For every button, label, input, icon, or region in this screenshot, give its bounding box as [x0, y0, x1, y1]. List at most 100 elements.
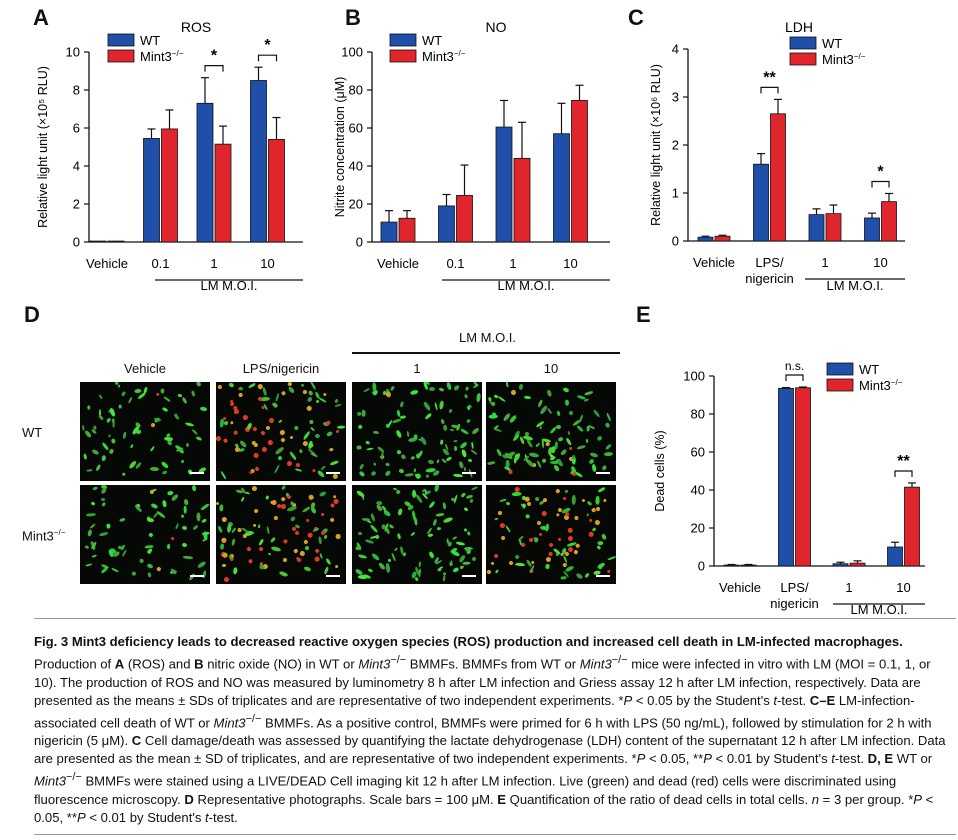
significance-label: n.s.: [785, 359, 804, 373]
y-tick-label: 0: [356, 235, 363, 250]
group-label: LM M.O.I.: [850, 602, 907, 617]
bar-wt: [553, 133, 570, 243]
micro-group-line: [352, 352, 620, 354]
group-label: LM M.O.I.: [200, 278, 257, 293]
significance-bracket: [894, 470, 913, 477]
bar-mint3: [904, 486, 920, 567]
y-tick-label: 80: [691, 407, 705, 422]
micrograph-tile: [352, 485, 482, 584]
micrograph-tile: [352, 382, 482, 481]
y-tick-label: 8: [73, 83, 80, 98]
bar-wt: [495, 126, 513, 243]
panel-letter-b: B: [345, 5, 361, 30]
chart-e: 0 20 40 60 80 100 Dead cells (%) Vehicle LPS/nig…: [653, 359, 925, 617]
micrograph-tile: [486, 485, 616, 584]
category-label: Vehicle: [693, 255, 735, 270]
micrograph-tile: [216, 382, 346, 481]
figure-caption: Fig. 3 Mint3 deficiency leads to decreas…: [34, 634, 946, 825]
caption-rule-top: [34, 618, 956, 619]
category-label: nigericin: [745, 271, 793, 286]
y-tick-label: 0: [73, 235, 80, 250]
group-label: LM M.O.I.: [826, 278, 883, 293]
y-tick-label: 100: [341, 45, 363, 60]
micrograph-tile: [80, 485, 210, 584]
category-label: Vehicle: [377, 256, 419, 271]
bar-mint3: [161, 128, 178, 243]
bar-wt: [778, 387, 794, 567]
y-tick-label: 100: [683, 369, 705, 384]
y-tick-label: 20: [349, 197, 363, 212]
category-label: Vehicle: [86, 256, 128, 271]
y-axis-label: Nitrite concentration (μM): [333, 77, 347, 218]
micrograph-tile: [216, 485, 346, 584]
y-tick-label: 40: [349, 159, 363, 174]
y-tick-label: 0: [698, 559, 705, 574]
y-tick-label: 20: [691, 521, 705, 536]
bar-wt: [89, 240, 107, 243]
y-tick-label: 6: [73, 121, 80, 136]
panel-letter-c: C: [628, 5, 644, 30]
bar-mint3: [825, 213, 842, 242]
scale-bar: [326, 575, 340, 577]
chart-b: NO 0 20 40 60 80 100 Nitrite concentration (μM)…: [333, 19, 610, 293]
scale-bar: [462, 575, 476, 577]
category-label: 0.1: [151, 256, 169, 271]
bar-mint3: [795, 387, 811, 567]
scale-bar: [190, 472, 204, 474]
y-tick-label: 10: [66, 45, 80, 60]
significance-bracket: [785, 374, 804, 382]
bar-wt: [723, 564, 740, 567]
bar-wt: [753, 163, 769, 242]
y-tick-label: 4: [73, 159, 80, 174]
significance-bracket: [204, 65, 224, 72]
group-label: LM M.O.I.: [497, 278, 554, 293]
bar-wt: [864, 217, 880, 242]
y-tick-label: 0: [672, 234, 679, 249]
significance-bracket: [257, 54, 278, 62]
category-label: 0.1: [446, 256, 464, 271]
micro-row-label: WT: [22, 425, 43, 440]
bar-wt: [380, 221, 398, 243]
category-label: 10: [873, 255, 887, 270]
legend-label-wt: WT: [422, 33, 442, 48]
bar-wt: [808, 214, 825, 242]
panel-letter-d: D: [24, 302, 40, 327]
scale-bar: [596, 575, 610, 577]
bar-mint3: [714, 235, 731, 242]
category-label: 1: [509, 256, 516, 271]
chart-title: LDH: [785, 19, 813, 35]
legend-swatch-mint3: [389, 49, 417, 63]
significance-label: *: [211, 48, 218, 65]
bar-wt: [250, 80, 267, 243]
category-label: LPS/: [755, 255, 784, 270]
significance-bracket: [871, 180, 890, 188]
legend-label-wt: WT: [859, 362, 879, 377]
panel-letter-e: E: [636, 302, 651, 327]
category-label: 10: [260, 256, 274, 271]
bar-mint3: [268, 138, 285, 243]
scale-bar: [596, 472, 610, 474]
category-label: 1: [845, 580, 852, 595]
category-label: nigericin: [770, 596, 818, 611]
legend-swatch-wt: [789, 36, 817, 50]
micrograph-tile: [80, 382, 210, 481]
legend-swatch-wt: [107, 33, 135, 47]
bar-mint3: [770, 113, 786, 242]
chart-title: ROS: [181, 19, 211, 35]
category-label: 10: [563, 256, 577, 271]
bar-mint3: [107, 240, 125, 243]
significance-label: *: [264, 37, 271, 54]
bar-wt: [832, 563, 849, 567]
micro-row-label: Mint3−/−: [22, 528, 66, 544]
micro-column-label: Vehicle: [124, 361, 166, 376]
bar-wt: [143, 138, 160, 243]
y-tick-label: 60: [691, 445, 705, 460]
bar-mint3: [456, 195, 473, 243]
category-label: 1: [821, 255, 828, 270]
legend-label-wt: WT: [140, 33, 160, 48]
category-label: 10: [896, 580, 910, 595]
chart-a: ROS 0 2 4 6 8 10 Relative light unit (×10⁵ RLU)…: [36, 19, 303, 293]
